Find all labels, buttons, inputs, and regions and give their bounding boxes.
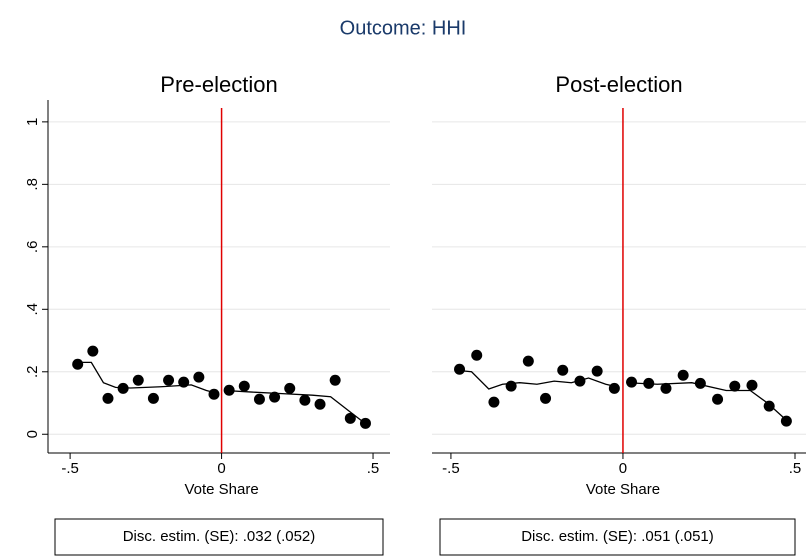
point <box>223 384 235 396</box>
point <box>729 380 741 392</box>
point <box>643 377 655 389</box>
point <box>540 392 552 404</box>
point <box>344 412 356 424</box>
point <box>178 376 190 388</box>
panel-title: Post-election <box>555 72 682 97</box>
point <box>522 355 534 367</box>
y-tick-label: .8 <box>24 178 41 191</box>
point <box>163 374 175 386</box>
y-tick-label: .2 <box>24 366 41 379</box>
point <box>147 392 159 404</box>
point <box>72 358 84 370</box>
annotation-box <box>439 518 796 556</box>
point <box>557 364 569 376</box>
x-tick-label: .5 <box>789 460 802 477</box>
fit-line <box>73 361 368 426</box>
y-tick-label: .6 <box>24 241 41 254</box>
point <box>238 380 250 392</box>
x-tick-label: -.5 <box>442 460 460 477</box>
point <box>488 396 500 408</box>
x-tick-label: 0 <box>619 460 627 477</box>
point <box>299 394 311 406</box>
point <box>359 417 371 429</box>
point <box>626 376 638 388</box>
point <box>574 375 586 387</box>
point <box>694 377 706 389</box>
annotation-box <box>54 518 384 556</box>
point <box>117 382 129 394</box>
fit-line <box>456 369 789 423</box>
point <box>471 349 483 361</box>
figure-title: Outcome: HHI <box>340 17 467 39</box>
point <box>314 398 326 410</box>
y-tick-label: 1 <box>24 118 41 126</box>
point <box>780 415 792 427</box>
x-tick-label: -.5 <box>61 460 79 477</box>
point <box>677 369 689 381</box>
point <box>102 392 114 404</box>
y-tick-label: 0 <box>24 430 41 438</box>
x-axis-label: Vote Share <box>184 481 258 498</box>
x-axis-label: Vote Share <box>586 481 660 498</box>
y-tick-label: .4 <box>24 303 41 316</box>
x-tick-label: .5 <box>367 460 380 477</box>
point <box>505 380 517 392</box>
point <box>712 393 724 405</box>
point <box>746 379 758 391</box>
panel-title: Pre-election <box>160 72 277 97</box>
point <box>193 371 205 383</box>
point <box>269 391 281 403</box>
point <box>329 374 341 386</box>
point <box>208 388 220 400</box>
point <box>87 345 99 357</box>
point <box>591 365 603 377</box>
point <box>454 363 466 375</box>
point <box>608 382 620 394</box>
point <box>284 382 296 394</box>
x-tick-label: 0 <box>217 460 225 477</box>
point <box>763 400 775 412</box>
annotation: Disc. estim. (SE): .051 (.051) <box>521 528 714 545</box>
point <box>660 382 672 394</box>
annotation: Disc. estim. (SE): .032 (.052) <box>123 528 316 545</box>
point <box>253 393 265 405</box>
point <box>132 374 144 386</box>
